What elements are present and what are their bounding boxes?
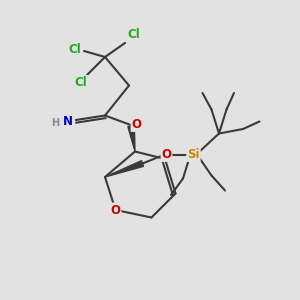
Text: H: H bbox=[60, 116, 68, 127]
Text: O: O bbox=[110, 203, 121, 217]
Polygon shape bbox=[128, 125, 135, 152]
Text: Cl: Cl bbox=[69, 43, 81, 56]
Text: Cl: Cl bbox=[75, 76, 87, 89]
Text: O: O bbox=[131, 118, 142, 131]
Text: Cl: Cl bbox=[127, 28, 140, 41]
Polygon shape bbox=[105, 161, 143, 177]
Text: N: N bbox=[62, 115, 73, 128]
Text: N: N bbox=[62, 114, 73, 128]
Text: H: H bbox=[51, 118, 59, 128]
Text: Si: Si bbox=[187, 148, 200, 161]
Text: O: O bbox=[161, 148, 172, 161]
